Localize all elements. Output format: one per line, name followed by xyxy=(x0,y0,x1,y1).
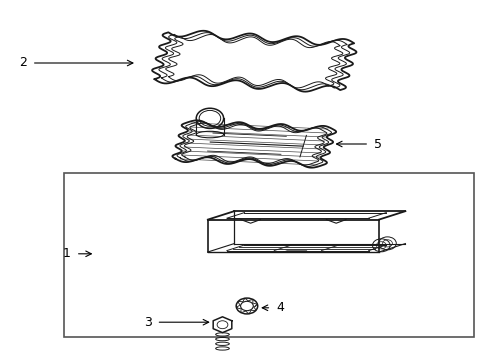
Text: 3: 3 xyxy=(143,316,151,329)
Text: 1: 1 xyxy=(63,247,71,260)
Text: 5: 5 xyxy=(373,138,381,150)
Text: 4: 4 xyxy=(276,301,284,314)
Bar xyxy=(63,173,473,337)
Text: 2: 2 xyxy=(19,57,27,69)
